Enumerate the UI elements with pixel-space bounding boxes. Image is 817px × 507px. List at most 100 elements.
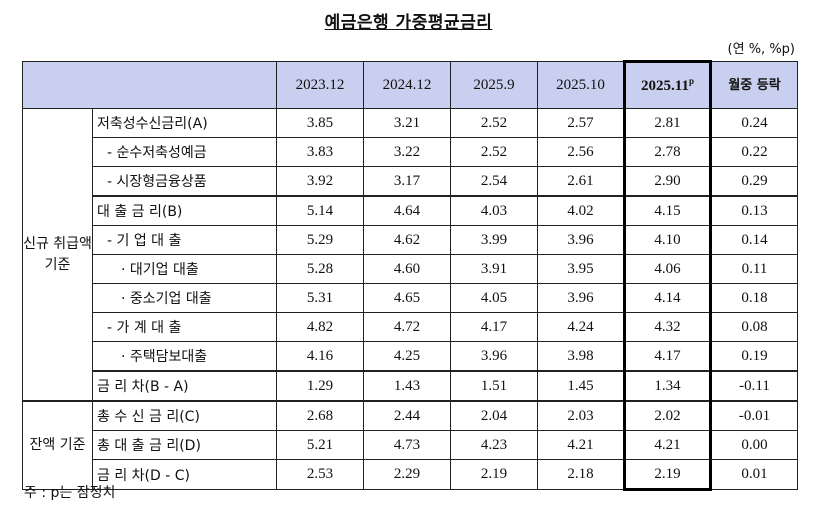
- value-cell: 4.24: [537, 312, 625, 342]
- row-label: - 가 계 대 출: [92, 312, 277, 342]
- value-cell: 4.82: [276, 312, 364, 342]
- value-cell: 5.14: [276, 195, 364, 226]
- value-cell: 1.29: [276, 370, 364, 402]
- value-cell: 2.02: [623, 400, 712, 431]
- value-cell: 2.54: [450, 166, 538, 197]
- change-cell: 0.22: [710, 137, 798, 167]
- table-row: - 순수저축성예금 3.83 3.22 2.52 2.56 2.78 0.22: [23, 137, 798, 167]
- value-cell: 4.05: [450, 283, 538, 313]
- value-cell: 5.31: [276, 283, 364, 313]
- value-cell: 2.56: [537, 137, 625, 167]
- value-cell: 4.10: [623, 225, 712, 255]
- row-label: 금 리 차(B - A): [92, 370, 277, 402]
- row-label: 총 수 신 금 리(C): [92, 400, 277, 431]
- value-cell: 4.62: [363, 225, 451, 255]
- value-cell: 3.91: [450, 254, 538, 284]
- change-cell: 0.13: [710, 195, 798, 226]
- value-cell: 1.51: [450, 370, 538, 402]
- value-cell: 4.64: [363, 195, 451, 226]
- value-cell: 4.60: [363, 254, 451, 284]
- table-row: · 주택담보대출 4.16 4.25 3.96 3.98 4.17 0.19: [23, 341, 798, 372]
- value-cell: 3.21: [363, 108, 451, 138]
- value-cell: 4.17: [623, 341, 712, 372]
- row-label: - 순수저축성예금: [92, 137, 277, 167]
- value-cell: 1.43: [363, 370, 451, 402]
- row-label: 금 리 차(D - C): [92, 459, 277, 490]
- col-header-current: 2025.11p: [623, 60, 712, 109]
- value-cell: 5.21: [276, 430, 364, 460]
- table-row: - 가 계 대 출 4.82 4.72 4.17 4.24 4.32 0.08: [23, 312, 798, 342]
- value-cell: 2.44: [363, 400, 451, 431]
- page-title: 예금은행 가중평균금리: [324, 13, 493, 33]
- table-row: - 시장형금융상품 3.92 3.17 2.54 2.61 2.90 0.29: [23, 166, 798, 197]
- row-label: · 중소기업 대출: [92, 283, 277, 313]
- header-row: 2023.12 2024.12 2025.9 2025.10 2025.11p …: [22, 60, 798, 109]
- row-label: - 기 업 대 출: [92, 225, 277, 255]
- col-header-current-label: 2025.11: [641, 78, 689, 94]
- change-cell: 0.00: [710, 430, 798, 460]
- value-cell: 3.95: [537, 254, 625, 284]
- value-cell: 3.83: [276, 137, 364, 167]
- value-cell: 4.21: [537, 430, 625, 460]
- change-cell: 0.18: [710, 283, 798, 313]
- col-header: 2025.9: [450, 61, 538, 109]
- value-cell: 2.61: [537, 166, 625, 197]
- header-blank: [22, 61, 277, 109]
- value-cell: 4.16: [276, 341, 364, 372]
- value-cell: 3.99: [450, 225, 538, 255]
- group-label-new: 신규 취급액 기준: [22, 108, 93, 402]
- col-header: 2025.10: [537, 61, 625, 109]
- change-cell: 0.08: [710, 312, 798, 342]
- table-row: · 대기업 대출 5.28 4.60 3.91 3.95 4.06 0.11: [23, 254, 798, 284]
- value-cell: 4.14: [623, 283, 712, 313]
- value-cell: 4.32: [623, 312, 712, 342]
- value-cell: 2.68: [276, 400, 364, 431]
- value-cell: 4.65: [363, 283, 451, 313]
- interest-rate-table: 2023.12 2024.12 2025.9 2025.10 2025.11p …: [22, 60, 798, 491]
- row-label: - 시장형금융상품: [92, 166, 277, 197]
- provisional-mark: p: [688, 76, 694, 86]
- col-header: 2024.12: [363, 61, 451, 109]
- value-cell: 3.96: [537, 225, 625, 255]
- change-cell: 0.01: [710, 459, 798, 490]
- row-label: · 대기업 대출: [92, 254, 277, 284]
- table-row: - 기 업 대 출 5.29 4.62 3.99 3.96 4.10 0.14: [23, 225, 798, 255]
- table-row: 금 리 차(D - C) 2.53 2.29 2.19 2.18 2.19 0.01: [23, 459, 798, 491]
- change-cell: 0.11: [710, 254, 798, 284]
- value-cell: 2.52: [450, 108, 538, 138]
- value-cell: 3.98: [537, 341, 625, 372]
- value-cell: 3.17: [363, 166, 451, 197]
- value-cell: 4.72: [363, 312, 451, 342]
- value-cell: 2.29: [363, 459, 451, 490]
- value-cell: 2.90: [623, 166, 712, 197]
- value-cell: 5.28: [276, 254, 364, 284]
- value-cell: 3.85: [276, 108, 364, 138]
- col-header-change: 월중 등락: [710, 61, 798, 109]
- group-label-balance: 잔액 기준: [22, 400, 93, 490]
- value-cell: 1.45: [537, 370, 625, 402]
- table-row: 대 출 금 리(B) 5.14 4.64 4.03 4.02 4.15 0.13: [23, 195, 798, 226]
- table-row: 총 대 출 금 리(D) 5.21 4.73 4.23 4.21 4.21 0.00: [23, 430, 798, 460]
- value-cell: 5.29: [276, 225, 364, 255]
- value-cell: 2.81: [623, 108, 712, 138]
- change-cell: 0.29: [710, 166, 798, 197]
- unit-label: (연 %, %p): [727, 42, 795, 57]
- table-row: 잔액 기준 총 수 신 금 리(C) 2.68 2.44 2.04 2.03 2.02 -0.…: [22, 400, 798, 490]
- change-cell: 0.19: [710, 341, 798, 372]
- change-cell: 0.24: [710, 108, 798, 138]
- value-cell: 4.73: [363, 430, 451, 460]
- table-row: 금 리 차(B - A) 1.29 1.43 1.51 1.45 1.34 -0.11: [23, 370, 798, 402]
- row-label: 대 출 금 리(B): [92, 195, 277, 226]
- change-cell: -0.01: [710, 400, 798, 431]
- value-cell: 4.03: [450, 195, 538, 226]
- value-cell: 3.22: [363, 137, 451, 167]
- value-cell: 3.92: [276, 166, 364, 197]
- row-label: 저축성수신금리(A): [92, 108, 277, 138]
- value-cell: 2.78: [623, 137, 712, 167]
- table-row: 신규 취급액 기준 저축성수신금리(A) 3.85 3.21 2.52 2.57 2.81 0…: [22, 108, 798, 402]
- table-row: · 중소기업 대출 5.31 4.65 4.05 3.96 4.14 0.18: [23, 283, 798, 313]
- change-cell: 0.14: [710, 225, 798, 255]
- row-label: · 주택담보대출: [92, 341, 277, 372]
- change-cell: -0.11: [710, 370, 798, 402]
- value-cell: 3.96: [450, 341, 538, 372]
